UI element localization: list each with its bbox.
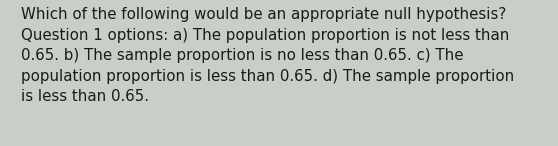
- Text: Which of the following would be an appropriate null hypothesis?
Question 1 optio: Which of the following would be an appro…: [21, 7, 514, 104]
